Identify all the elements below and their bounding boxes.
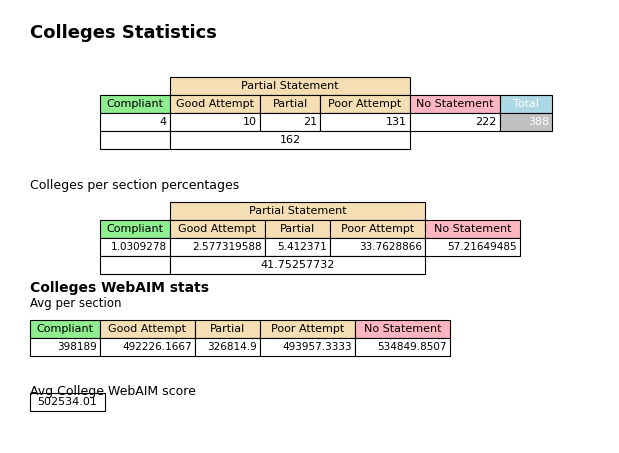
Text: Avg per section: Avg per section [30,297,121,309]
Text: 326814.9: 326814.9 [207,342,257,352]
Text: Partial: Partial [280,224,315,234]
Text: Colleges Statistics: Colleges Statistics [30,24,217,42]
Bar [195,338,260,356]
Bar [320,113,410,131]
Bar [170,256,425,274]
Text: Compliant: Compliant [106,224,163,234]
Bar [100,220,170,238]
Bar [170,238,265,256]
Bar [170,131,410,149]
Text: Poor Attempt: Poor Attempt [328,99,402,109]
Text: 131: 131 [386,117,407,127]
Bar [100,338,195,356]
Text: Partial Statement: Partial Statement [249,206,346,216]
Bar [500,95,552,113]
Text: 388: 388 [528,117,549,127]
Bar [330,238,425,256]
Bar [170,113,260,131]
Bar [355,320,450,338]
Text: 162: 162 [279,135,301,145]
Bar [100,131,170,149]
Text: Good Attempt: Good Attempt [178,224,256,234]
Bar [265,220,330,238]
Bar [30,338,100,356]
Text: 33.7628866: 33.7628866 [359,242,422,252]
Bar [260,338,355,356]
Text: Compliant: Compliant [106,99,163,109]
Text: 222: 222 [475,117,497,127]
Text: Total: Total [513,99,539,109]
Text: No Statement: No Statement [434,224,511,234]
Bar [100,256,170,274]
Bar [100,95,170,113]
Text: Partial Statement: Partial Statement [241,81,339,91]
Bar [170,95,260,113]
Bar [100,113,170,131]
Text: Good Attempt: Good Attempt [108,324,186,334]
Bar [30,320,100,338]
Text: 5.412371: 5.412371 [277,242,327,252]
Bar [260,113,320,131]
Bar [425,238,520,256]
Text: Compliant: Compliant [37,324,93,334]
Bar [410,95,500,113]
Text: 492226.1667: 492226.1667 [123,342,192,352]
Text: Poor Attempt: Poor Attempt [271,324,344,334]
Bar [425,220,520,238]
Bar [260,320,355,338]
Text: 10: 10 [243,117,257,127]
Text: Poor Attempt: Poor Attempt [341,224,414,234]
Bar [260,95,320,113]
Bar [355,338,450,356]
Bar [170,220,265,238]
Bar [100,320,195,338]
Text: No Statement: No Statement [416,99,494,109]
Bar [170,77,410,95]
Bar [330,220,425,238]
Text: 398189: 398189 [57,342,97,352]
Bar [30,393,105,411]
Text: Good Attempt: Good Attempt [176,99,254,109]
Bar [100,238,170,256]
Text: Partial: Partial [210,324,245,334]
Bar [170,202,425,220]
Bar [410,113,500,131]
Text: 21: 21 [303,117,317,127]
Bar [265,238,330,256]
Bar [320,95,410,113]
Text: 41.75257732: 41.75257732 [261,260,335,270]
Text: 57.21649485: 57.21649485 [448,242,517,252]
Text: Colleges per section percentages: Colleges per section percentages [30,178,240,192]
Text: Partial: Partial [272,99,308,109]
Text: 502534.01: 502534.01 [38,397,97,407]
Text: 2.577319588: 2.577319588 [193,242,262,252]
Text: 534849.8507: 534849.8507 [378,342,447,352]
Bar [500,113,552,131]
Text: Avg College WebAIM score: Avg College WebAIM score [30,385,196,397]
Text: No Statement: No Statement [364,324,441,334]
Text: 4: 4 [160,117,167,127]
Text: Colleges WebAIM stats: Colleges WebAIM stats [30,281,209,295]
Bar [195,320,260,338]
Text: 493957.3333: 493957.3333 [282,342,352,352]
Text: 1.0309278: 1.0309278 [111,242,167,252]
